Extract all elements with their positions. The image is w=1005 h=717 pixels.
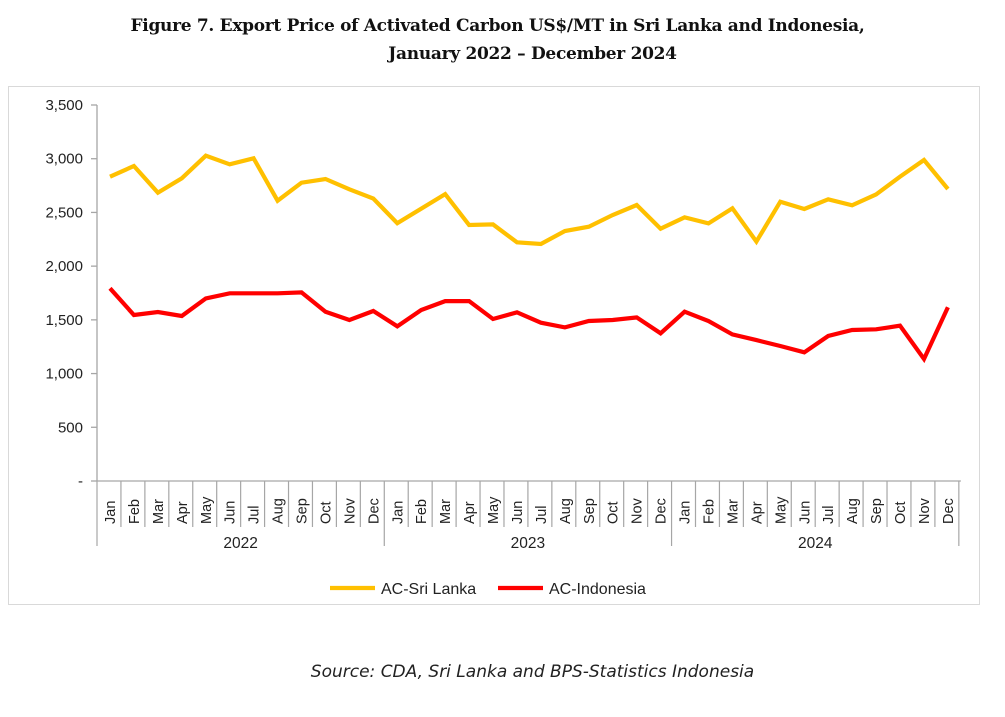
- x-tick-label: Nov: [630, 497, 646, 524]
- x-tick-label: Jul: [247, 505, 263, 524]
- y-tick-label: 1,500: [45, 312, 83, 329]
- x-tick-label: Jun: [510, 501, 526, 524]
- x-tick-label: Feb: [414, 499, 430, 524]
- x-tick-label: May: [486, 496, 502, 524]
- chart-title: Figure 7. Export Price of Activated Carb…: [0, 12, 1005, 68]
- series-line-ac-indonesia: [108, 286, 950, 364]
- x-tick-label: May: [199, 496, 215, 524]
- x-tick-label: Aug: [271, 498, 287, 524]
- x-tick-label: Jun: [797, 501, 813, 524]
- y-tick-label: 1,000: [45, 366, 83, 383]
- x-tick-label: Jul: [534, 505, 550, 524]
- x-tick-label: Sep: [295, 498, 311, 524]
- x-tick-label: Feb: [702, 499, 718, 524]
- x-tick-label: Oct: [318, 501, 334, 524]
- series-layer: [108, 153, 950, 364]
- legend: AC-Sri Lanka AC-Indonesia: [330, 581, 646, 598]
- x-tick-label: Dec: [941, 498, 957, 524]
- x-tick-label: Apr: [175, 501, 191, 524]
- x-tick-label: Aug: [558, 498, 574, 524]
- x-tick-label: Jun: [223, 501, 239, 524]
- x-tick-label: May: [773, 496, 789, 524]
- x-tick-label: Oct: [893, 501, 909, 524]
- year-label: 2024: [798, 535, 833, 552]
- x-tick-label: Mar: [151, 499, 167, 524]
- y-tick-label: 3,000: [45, 151, 83, 168]
- x-tick-label: Jan: [678, 501, 694, 524]
- y-tick-label: -: [78, 473, 83, 490]
- y-tick-label: 3,500: [45, 97, 83, 114]
- x-axis: Jan Feb Mar Apr May Jun Jul Aug Sep Oct Nov Dec Jan F…: [96, 480, 961, 552]
- chart-title-line-2: January 2022 – December 2024: [388, 44, 677, 64]
- series-line-ac-sri-lanka: [109, 153, 950, 247]
- x-tick-label: Sep: [582, 498, 598, 524]
- x-tick-label: Jan: [390, 501, 406, 524]
- y-axis: - 500 1,000 1,500 2,000 2,500 3,000 3,500: [45, 97, 98, 490]
- y-tick-label: 500: [58, 419, 83, 436]
- x-tick-label: Jul: [821, 505, 837, 524]
- year-label: 2023: [511, 535, 545, 552]
- x-tick-label: Sep: [869, 498, 885, 524]
- x-tick-label: Apr: [462, 501, 478, 524]
- y-tick-label: 2,000: [45, 258, 83, 275]
- x-tick-label: Oct: [606, 501, 622, 524]
- x-tick-label: Apr: [749, 501, 765, 524]
- x-tick-label: Jan: [103, 501, 119, 524]
- legend-label: AC-Sri Lanka: [381, 581, 476, 598]
- chart-frame: [8, 86, 980, 605]
- x-tick-label: Mar: [438, 499, 454, 524]
- x-tick-label: Nov: [342, 497, 358, 524]
- y-tick-label: 2,500: [45, 204, 83, 221]
- x-tick-label: Aug: [845, 498, 861, 524]
- chart-title-line-1: Figure 7. Export Price of Activated Carb…: [130, 16, 865, 36]
- x-tick-label: Feb: [127, 499, 143, 524]
- x-tick-label: Nov: [917, 497, 933, 524]
- legend-label: AC-Indonesia: [549, 581, 646, 598]
- x-tick-label: Mar: [725, 499, 741, 524]
- x-tick-label: Dec: [366, 498, 382, 524]
- x-tick-label: Dec: [654, 498, 670, 524]
- source-note: Source: CDA, Sri Lanka and BPS-Statistic…: [310, 662, 755, 682]
- year-label: 2022: [223, 535, 257, 552]
